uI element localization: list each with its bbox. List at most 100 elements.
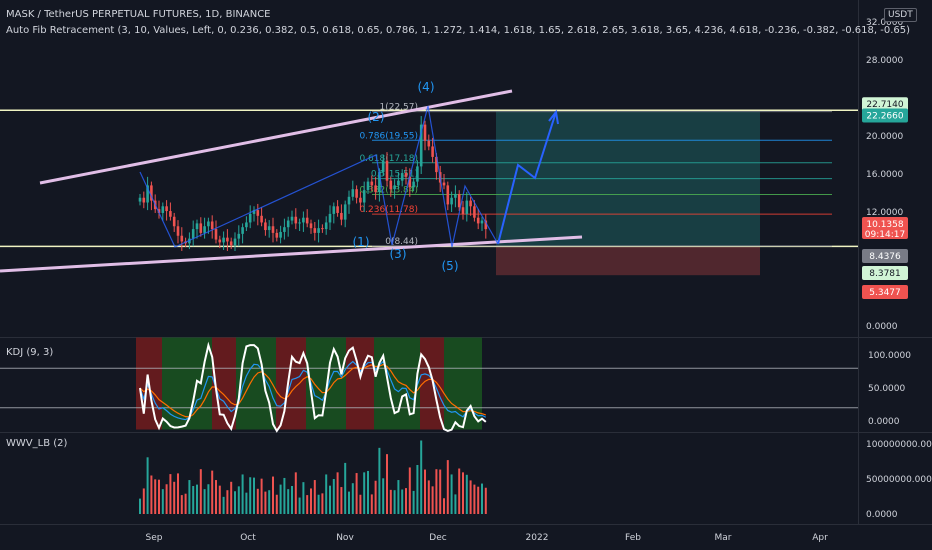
- volume-bar: [321, 493, 324, 514]
- candle-body: [362, 190, 366, 203]
- candle-body: [427, 140, 431, 147]
- wave-label: (1): [353, 235, 370, 249]
- candle-body: [150, 185, 153, 201]
- volume-bar: [241, 474, 244, 514]
- candle-body: [324, 222, 328, 230]
- wave-label: (3): [390, 247, 407, 261]
- wwv-pane-title[interactable]: WWV_LB (2): [6, 438, 68, 449]
- candle-body: [176, 226, 180, 236]
- candle-body: [260, 215, 263, 223]
- candle-body: [416, 166, 419, 182]
- candle-body: [309, 223, 313, 229]
- volume-bar: [344, 462, 347, 514]
- volume-bar: [215, 480, 217, 514]
- volume-bar: [291, 486, 293, 514]
- candle-body: [450, 197, 453, 205]
- wave-label: (4): [418, 80, 435, 94]
- candle-body: [404, 173, 408, 177]
- volume-bar: [465, 474, 468, 514]
- candle-body: [195, 223, 199, 230]
- candle-body: [355, 189, 358, 198]
- time-axis-label: Apr: [812, 533, 828, 543]
- volume-bar: [405, 488, 407, 514]
- candle-body: [218, 239, 222, 243]
- volume-bar: [374, 480, 377, 514]
- fib-level-label: 0.5(15.51): [371, 170, 418, 180]
- candle-body: [419, 124, 423, 167]
- volume-bar: [359, 494, 362, 514]
- volume-bar: [294, 472, 297, 514]
- volume-bar: [397, 480, 400, 514]
- candle-body: [484, 220, 488, 230]
- wwv-axis-tick: 100000000.0000: [866, 440, 932, 450]
- volume-bar: [302, 482, 305, 514]
- time-axis-label: Feb: [625, 533, 641, 543]
- candle-body: [302, 217, 305, 223]
- candle-body: [222, 237, 225, 243]
- volume-bar: [443, 498, 445, 514]
- volume-bar: [481, 483, 483, 514]
- candle-body: [457, 193, 461, 208]
- candle-body: [256, 210, 260, 216]
- currency-label[interactable]: USDT: [884, 8, 917, 22]
- price-tag-countdown: 09:14:17: [865, 230, 905, 240]
- time-axis-label: Oct: [240, 533, 256, 543]
- volume-bar: [363, 472, 366, 514]
- volume-bar: [226, 490, 229, 514]
- indicator-legend[interactable]: Auto Fib Retracement (3, 10, Values, Lef…: [6, 25, 911, 36]
- candle-body: [264, 222, 267, 231]
- kdj-j-line: [139, 341, 487, 433]
- volume-bar: [477, 486, 480, 514]
- candle-body: [294, 216, 298, 224]
- wave-label: (5): [442, 259, 459, 273]
- volume-bar: [283, 477, 286, 514]
- volume-bar: [313, 480, 316, 514]
- price-tag: [862, 97, 908, 112]
- price-tag-value: 5.3477: [869, 288, 901, 298]
- volume-bar: [165, 484, 168, 514]
- upper-trendline: [39, 89, 513, 185]
- symbol-title: MASK / TetherUS PERPETUAL FUTURES, 1D, B…: [6, 9, 271, 20]
- candle-body: [435, 156, 438, 173]
- kdj-k-line: [139, 360, 487, 421]
- candle-body: [328, 213, 332, 223]
- candle-body: [321, 228, 324, 230]
- volume-bar: [253, 477, 255, 514]
- candle-body: [385, 160, 389, 181]
- volume-bar: [272, 476, 274, 514]
- volume-bar: [367, 470, 369, 514]
- candle-body: [305, 217, 309, 224]
- candle-body: [423, 124, 427, 141]
- price-tag-value: 10.1358: [866, 220, 903, 230]
- volume-bar: [427, 480, 430, 514]
- candle-body: [245, 222, 248, 228]
- candle-body: [229, 241, 233, 246]
- kdj-zone: [346, 337, 374, 430]
- time-axis-label: 2022: [526, 533, 549, 543]
- volume-bar: [234, 491, 236, 514]
- volume-bar: [237, 486, 240, 514]
- candle-body: [431, 146, 434, 157]
- time-axis-label: Mar: [715, 533, 732, 543]
- candle-body: [366, 181, 370, 191]
- candle-body: [446, 185, 450, 205]
- price-axis-tick: 28.0000: [866, 56, 903, 66]
- volume-bar: [431, 486, 434, 514]
- volume-bar: [264, 491, 267, 514]
- volume-bar: [408, 467, 411, 514]
- candle-body: [267, 226, 271, 231]
- volume-bar: [146, 457, 149, 514]
- candle-body: [313, 228, 317, 233]
- wave-label: (2): [368, 110, 385, 124]
- candle-body: [290, 216, 294, 221]
- price-tag-value: 8.4376: [869, 252, 901, 262]
- volume-bar: [245, 492, 248, 514]
- kdj-pane-title[interactable]: KDJ (9, 3): [6, 347, 54, 358]
- candle-body: [172, 216, 176, 227]
- candle-body: [343, 204, 347, 220]
- wwv-axis-tick: 0.0000: [866, 510, 898, 520]
- lower-trendline: [0, 235, 583, 273]
- volume-bar: [169, 474, 172, 514]
- candle-body: [237, 233, 241, 239]
